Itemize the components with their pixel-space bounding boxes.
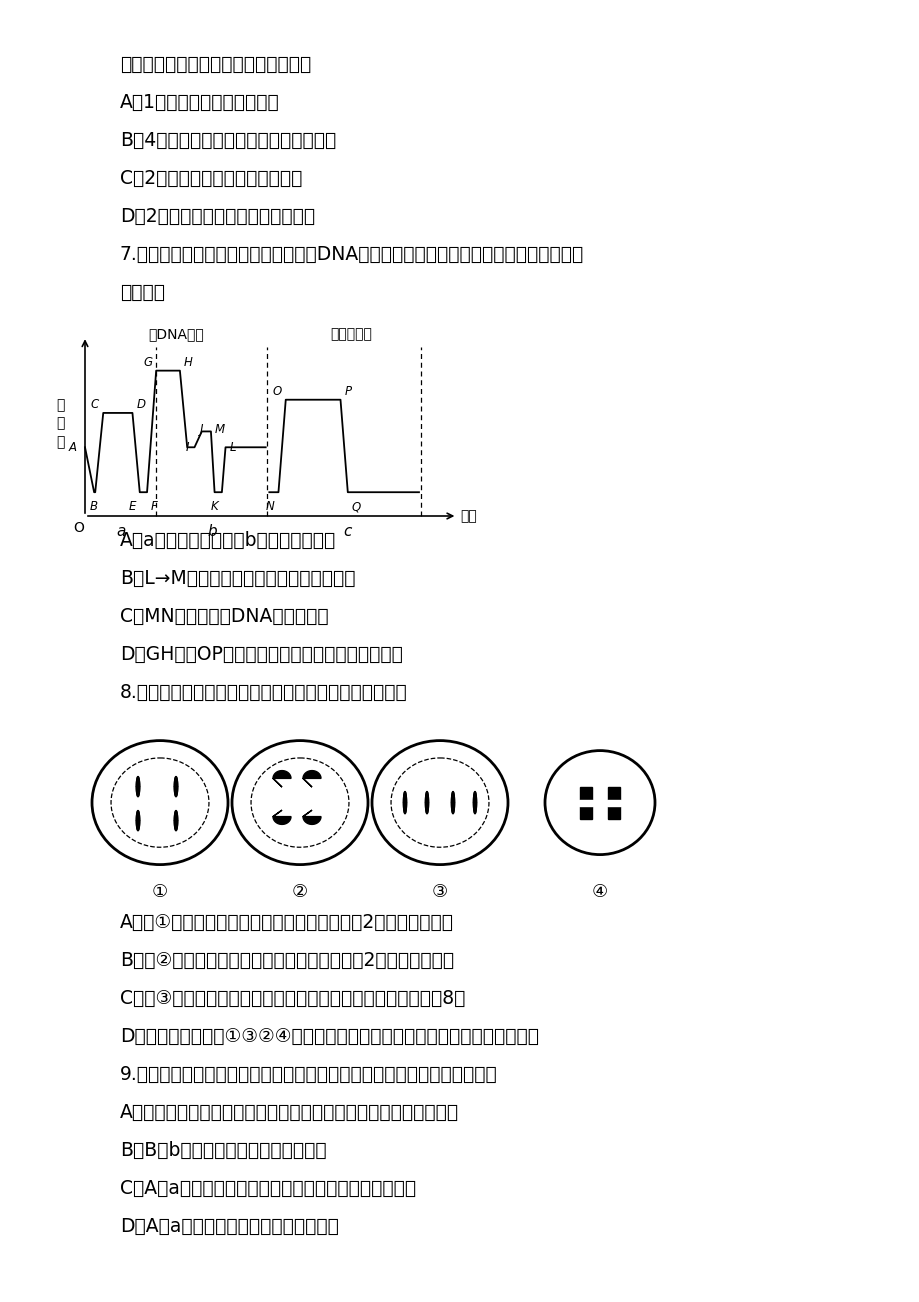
Polygon shape [136,811,140,820]
Text: ②: ② [291,883,308,901]
Text: C．图③处于有丝分裂的中期，该生物体细胞中染色体数目恒为8条: C．图③处于有丝分裂的中期，该生物体细胞中染色体数目恒为8条 [119,990,465,1008]
Polygon shape [136,776,140,786]
Text: a: a [117,523,126,539]
Text: C．MN段发生了核DNA含量的加倍: C．MN段发生了核DNA含量的加倍 [119,607,328,626]
Polygon shape [451,802,454,814]
Text: B．L→M点所示过程与细胞膜的流动性有关: B．L→M点所示过程与细胞膜的流动性有关 [119,569,355,589]
Polygon shape [174,820,177,831]
Text: F: F [151,500,158,513]
Polygon shape [174,820,177,831]
Polygon shape [136,786,140,797]
Polygon shape [174,776,177,786]
Text: M: M [215,423,225,436]
Text: 8.下列有关某生物体各细胞分裂示意图的叙述，正确的是: 8.下列有关某生物体各细胞分裂示意图的叙述，正确的是 [119,684,407,702]
Text: 染色体数目: 染色体数目 [330,328,372,341]
Polygon shape [425,792,428,802]
Text: A．1个，位于一个染色单体中: A．1个，位于一个染色单体中 [119,92,279,112]
Polygon shape [136,786,140,797]
Bar [607,799,620,806]
Text: 时间: 时间 [460,509,477,523]
Text: O: O [73,521,84,535]
Polygon shape [174,786,177,797]
Text: ①: ① [152,883,168,901]
Text: E: E [129,500,136,513]
Text: ③: ③ [431,883,448,901]
Polygon shape [451,792,454,802]
Text: 核DNA含量: 核DNA含量 [148,328,204,341]
Text: N: N [266,500,274,513]
Text: J: J [199,423,203,436]
Polygon shape [451,792,454,802]
Text: G: G [142,355,152,368]
Text: K: K [210,500,218,513]
Bar [579,786,591,819]
Bar [578,799,593,806]
Text: 相
对
值: 相 对 值 [56,398,64,449]
Text: 9.如图示一对同源染色体及其上的等位基因，下列说法错误的是（　　　）: 9.如图示一对同源染色体及其上的等位基因，下列说法错误的是（ ） [119,1065,497,1085]
Text: 7.图示细胞分裂和受精作用过程中，核DNA含量和染色体数目的变化，据图分析不能得出: 7.图示细胞分裂和受精作用过程中，核DNA含量和染色体数目的变化，据图分析不能得… [119,245,584,264]
Polygon shape [136,811,140,820]
Text: A．图①处于减数第一次分裂的中期，细胞内有2对姐妹染色单体: A．图①处于减数第一次分裂的中期，细胞内有2对姐妹染色单体 [119,913,453,932]
Text: ④: ④ [591,883,607,901]
Text: B．B与b的分离发生在减数第一次分裂: B．B与b的分离发生在减数第一次分裂 [119,1141,326,1160]
Polygon shape [473,802,476,814]
Text: D: D [136,398,145,411]
Text: （　　）: （ ） [119,283,165,302]
Text: 基因数目和分布情况最可能是（　　）: 基因数目和分布情况最可能是（ ） [119,55,311,74]
Text: D．GH段和OP段，细胞中含有的染色体数是相等的: D．GH段和OP段，细胞中含有的染色体数是相等的 [119,644,403,664]
Text: A．a阶段为有丝分裂、b阶段为减数分裂: A．a阶段为有丝分裂、b阶段为减数分裂 [119,531,335,549]
Text: L: L [229,441,236,454]
Polygon shape [174,811,177,820]
Polygon shape [273,771,290,788]
Polygon shape [473,802,476,814]
Text: D．2个，分别位于一对同源染色体上: D．2个，分别位于一对同源染色体上 [119,207,315,227]
Polygon shape [136,776,140,786]
Polygon shape [451,802,454,814]
Text: B: B [90,500,98,513]
Text: C．A与a的分离发生在减数第一次分裂和减数第二次分裂: C．A与a的分离发生在减数第一次分裂和减数第二次分裂 [119,1180,415,1198]
Text: C: C [91,398,99,411]
Polygon shape [403,792,406,802]
Polygon shape [403,802,406,814]
Polygon shape [302,771,321,788]
Text: H: H [184,355,193,368]
Polygon shape [473,792,476,802]
Polygon shape [403,792,406,802]
Polygon shape [425,802,428,814]
Text: D．A与a的分离仅发生在减数第一次分裂: D．A与a的分离仅发生在减数第一次分裂 [119,1217,338,1236]
Text: B．4个，位于四上分体的每个染色单体中: B．4个，位于四上分体的每个染色单体中 [119,132,335,150]
Text: c: c [343,523,352,539]
Polygon shape [302,810,321,824]
Text: A．来自父方的染色单体与来自母方的染色单体之间发生了交叉互换: A．来自父方的染色单体与来自母方的染色单体之间发生了交叉互换 [119,1103,459,1122]
Text: O: O [272,384,281,397]
Text: D．四幅图可排序为①③②④，出现在该生物体精子（或卵细胞）的形成过程中: D．四幅图可排序为①③②④，出现在该生物体精子（或卵细胞）的形成过程中 [119,1027,539,1046]
Polygon shape [425,802,428,814]
Polygon shape [273,810,290,824]
Polygon shape [403,802,406,814]
Bar [607,786,619,819]
Text: A: A [69,441,77,454]
Text: B．图②处于减数第二次分裂的后期，细胞内有2对姐妹染色单体: B．图②处于减数第二次分裂的后期，细胞内有2对姐妹染色单体 [119,950,454,970]
Text: Q: Q [351,500,360,513]
Polygon shape [174,811,177,820]
Text: I: I [186,441,189,454]
Polygon shape [174,786,177,797]
Polygon shape [473,792,476,802]
Polygon shape [174,776,177,786]
Text: b: b [208,523,217,539]
Polygon shape [136,820,140,831]
Polygon shape [425,792,428,802]
Text: P: P [344,384,351,397]
Polygon shape [136,820,140,831]
Text: C．2个，分别位于姐妹染色单体中: C．2个，分别位于姐妹染色单体中 [119,169,302,187]
